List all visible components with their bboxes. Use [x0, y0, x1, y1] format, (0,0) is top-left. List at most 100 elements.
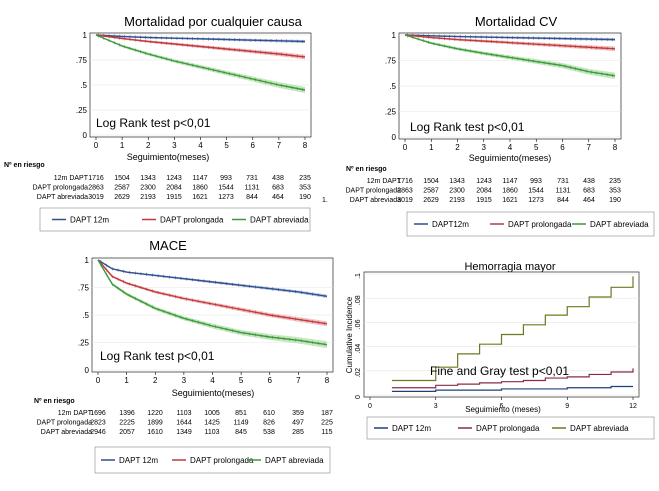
risk-value: 353 — [609, 188, 621, 195]
risk-value: 1343 — [140, 175, 156, 182]
annotation: Fine and Gray test p<0,01 — [430, 364, 569, 378]
y-tick-label: .25 — [78, 339, 90, 348]
series-line — [404, 34, 616, 50]
risk-value: 2225 — [119, 420, 135, 427]
risk-value: 187 — [321, 410, 333, 417]
y-tick-label: .02 — [355, 368, 362, 378]
risk-value: 235 — [299, 175, 311, 182]
risk-header: Nº en riesgo — [34, 398, 75, 405]
risk-value: 1621 — [192, 194, 208, 201]
risk-row-label: 12m DAPT — [58, 410, 93, 417]
legend-label: DAPT abreviada — [590, 220, 649, 229]
series-line — [404, 34, 616, 77]
risk-value: 683 — [272, 185, 284, 192]
legend-box — [406, 211, 655, 237]
y-tick-label: .75 — [76, 56, 88, 65]
risk-value: 1610 — [147, 429, 163, 436]
series-line — [95, 34, 306, 43]
y-tick-label: .06 — [355, 319, 362, 329]
legend-label: DAPT12m — [432, 220, 469, 229]
x-axis-label: Seguimiento(meses) — [469, 153, 552, 163]
risk-value: 190 — [299, 194, 311, 201]
y-tick-label: .1 — [355, 273, 362, 279]
risk-value: 2057 — [119, 429, 135, 436]
y-tick-label: 0 — [83, 131, 88, 140]
annotation: Log Rank test p<0,01 — [410, 120, 525, 134]
x-tick-label: 4 — [210, 376, 215, 385]
risk-value: 438 — [272, 175, 284, 182]
risk-value: 610 — [263, 410, 275, 417]
risk-value: 851 — [235, 410, 247, 417]
x-tick-label: 3 — [172, 141, 177, 150]
risk-value: 1349 — [176, 429, 192, 436]
series-3 — [95, 34, 306, 94]
x-axis-label: Seguimiento(meses) — [172, 388, 255, 398]
x-tick-label: 1 — [429, 143, 434, 152]
risk-value: 2084 — [166, 185, 182, 192]
risk-value: 2863 — [397, 188, 413, 195]
plot-area: 0 .02 .04 .06 .08 .1 0 3 6 9 12 — [355, 271, 640, 410]
risk-row-label: DAPT prolongada — [36, 420, 92, 427]
risk-value: 1915 — [476, 197, 492, 204]
risk-value: 683 — [583, 188, 595, 195]
plot-area: 0 .25 .5 .75 1 0 1 2 3 4 5 6 7 8 — [385, 31, 622, 152]
legend-label: DAPT abreviada — [570, 424, 629, 433]
legend-label: DAPT 12m — [392, 424, 431, 433]
series-2 — [391, 368, 634, 389]
confidence-band — [98, 260, 327, 349]
risk-value: 1147 — [502, 178, 517, 185]
risk-value: 1005 — [204, 410, 220, 417]
risk-value: 464 — [272, 194, 284, 201]
x-tick-label: 7 — [277, 141, 282, 150]
chart-title: MACE — [149, 238, 187, 253]
risk-value: 1696 — [90, 410, 106, 417]
risk-value: 1504 — [114, 175, 130, 182]
series-line — [391, 276, 634, 382]
risk-value: 2193 — [140, 194, 156, 201]
risk-row-label: DAPT abreviada — [41, 429, 92, 436]
risk-value: 1131 — [244, 185, 259, 192]
y-tick-label: 0 — [85, 366, 90, 375]
series-line — [391, 385, 633, 392]
series-3 — [404, 34, 616, 79]
risk-value: 3019 — [88, 194, 104, 201]
plot-area: 0 .25 .5 .75 1 0 1 2 3 4 5 6 7 8 — [76, 31, 312, 150]
x-tick-label: 8 — [613, 143, 618, 152]
x-tick-label: 4 — [508, 143, 513, 152]
y-tick-label: .08 — [355, 295, 362, 305]
risk-value: 1149 — [233, 420, 248, 427]
risk-row-label: 12m DAPT — [367, 178, 402, 185]
risk-value: 359 — [292, 410, 304, 417]
y-tick-label: .04 — [355, 344, 362, 354]
risk-value: 1103 — [204, 429, 219, 436]
x-tick-label: 8 — [325, 376, 330, 385]
risk-value: 1425 — [204, 420, 220, 427]
x-tick-label: 6 — [500, 403, 504, 410]
x-tick-label: 2 — [146, 141, 151, 150]
y-tick-label: 1 — [83, 31, 88, 40]
legend: DAPT 12m DAPT prolongada DAPT abreviada — [39, 207, 311, 232]
series-2 — [95, 33, 306, 60]
risk-value: 2863 — [88, 185, 104, 192]
x-tick-label: 5 — [534, 143, 539, 152]
x-tick-label: 5 — [224, 141, 229, 150]
risk-value: 2193 — [449, 197, 465, 204]
x-tick-label: 1 — [120, 141, 125, 150]
risk-value: 1644 — [176, 420, 192, 427]
x-tick-label: 7 — [296, 376, 301, 385]
x-tick-label: 12 — [629, 403, 637, 410]
risk-value: 1899 — [147, 420, 163, 427]
risk-value: 731 — [557, 178, 569, 185]
risk-value: 538 — [263, 429, 275, 436]
panel-mace: MACE 0 .25 .5 .75 1 0 1 2 3 4 5 6 7 8 Seguimiento(mes… — [34, 238, 334, 474]
risk-value: 2300 — [449, 188, 465, 195]
y-tick-label: .75 — [78, 284, 90, 293]
risk-value: 3019 — [397, 197, 413, 204]
risk-value: 1273 — [218, 194, 234, 201]
panel-mortalidad: Mortalidad por cualquier causa 0 .25 .5 .75… — [4, 14, 312, 232]
risk-value: 225 — [321, 420, 333, 427]
risk-value: 844 — [557, 197, 569, 204]
x-tick-label: 5 — [239, 376, 244, 385]
